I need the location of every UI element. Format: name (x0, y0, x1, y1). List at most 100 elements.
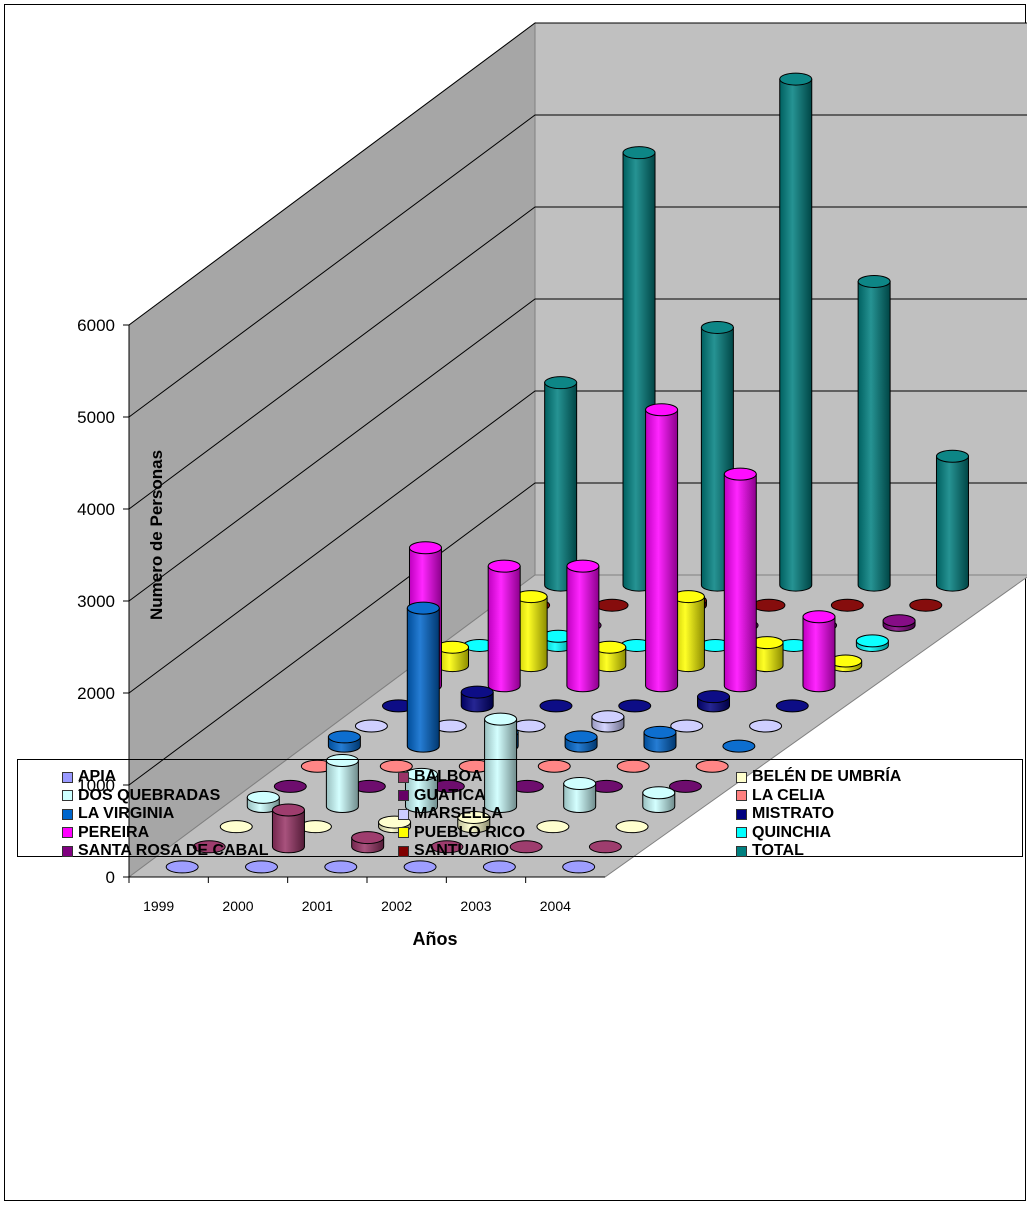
legend-item: MARSELLA (398, 805, 503, 823)
bar-total (779, 72, 813, 592)
bar-pereira (723, 467, 757, 693)
legend-label: LA CELIA (752, 786, 826, 804)
bar-top (645, 403, 679, 417)
bar-dos-quebradas (484, 712, 518, 814)
legend-label: MARSELLA (414, 805, 503, 822)
bar-top (219, 820, 253, 834)
bar-top (351, 831, 385, 845)
bar-marsella (512, 719, 546, 733)
bar-body (271, 809, 305, 854)
bar-top (324, 860, 358, 874)
legend-label: QUINCHIA (752, 823, 832, 841)
bar-top (616, 759, 650, 773)
legend-item: GUATICA (398, 787, 486, 805)
legend-label: MISTRATO (752, 805, 835, 822)
bar-top (460, 685, 494, 699)
bar-top (273, 779, 307, 793)
gridline (128, 22, 1027, 326)
bar-body (802, 616, 836, 693)
legend-swatch (62, 771, 73, 783)
bar-top (403, 860, 437, 874)
bar-santuario (752, 598, 786, 612)
bar-body (487, 565, 521, 693)
legend-label: BALBOA (414, 768, 483, 785)
bar-bel-n-de-umbr-a (536, 820, 570, 834)
bar-top (618, 699, 652, 713)
bar-body (544, 382, 578, 592)
legend-item: BALBOA (398, 768, 482, 786)
bar-apia (482, 860, 516, 874)
legend-swatch (398, 827, 409, 838)
legend-swatch (736, 808, 747, 820)
legend-item: APIA (62, 768, 116, 786)
bar-top (697, 690, 731, 704)
x-tick-label: 2002 (381, 898, 412, 914)
bar-top (327, 730, 361, 744)
legend-label: BELÉN DE UMBRÍA (752, 768, 902, 785)
x-tick-label: 1999 (143, 898, 174, 914)
legend-label: LA VIRGINIA (78, 805, 175, 822)
legend-swatch (398, 790, 409, 801)
x-axis-title: Años (413, 929, 458, 949)
chart-axes: 0 1000 2000 3000 4000 5000 6000 1999 2000 2001 200… (77, 316, 605, 914)
bar-body (406, 607, 440, 753)
legend-label: APIA (78, 768, 117, 785)
bar-top (564, 730, 598, 744)
bar-dos-quebradas (325, 754, 359, 814)
gridline (128, 206, 1027, 510)
bar-top (509, 840, 543, 854)
chart-bars (165, 72, 969, 874)
bar-top (700, 320, 734, 334)
bar-la-virginia (722, 739, 756, 753)
bar-top (487, 559, 521, 573)
bar-body (857, 280, 891, 592)
legend-swatch (62, 790, 73, 801)
bar-la-celia (695, 759, 729, 773)
bar-top (642, 786, 676, 800)
legend-item: MISTRATO (736, 805, 834, 823)
bar-mistrato (618, 699, 652, 713)
legend-item: TOTAL (736, 842, 804, 860)
bar-mistrato (775, 699, 809, 713)
y-tick-label: 5000 (77, 408, 115, 427)
legend-label: PEREIRA (78, 823, 150, 841)
y-tick-label: 6000 (77, 316, 115, 335)
bar-balboa (430, 840, 464, 854)
bar-balboa (271, 803, 305, 854)
bar-apia (165, 860, 199, 874)
bar-body (779, 78, 813, 592)
legend-swatch (62, 808, 73, 820)
bar-mistrato (460, 685, 494, 713)
legend-swatch (736, 845, 747, 857)
bar-top (408, 541, 442, 555)
bar-top (857, 274, 891, 288)
bar-top (595, 598, 629, 612)
legend-item: DOS QUEBRADAS (62, 787, 220, 805)
bar-top (563, 777, 597, 791)
bar-santuario (595, 598, 629, 612)
bar-pueblo-rico (671, 590, 705, 673)
bar-top (615, 820, 649, 834)
bar-la-virginia (406, 601, 440, 753)
bar-top (855, 634, 889, 648)
legend-swatch (736, 827, 747, 838)
bar-top (670, 719, 704, 733)
bar-pueblo-rico (750, 636, 784, 673)
bar-top (830, 598, 864, 612)
legend-label: SANTA ROSA DE CABAL (78, 842, 269, 859)
bar-total (857, 274, 891, 592)
legend-item: QUINCHIA (736, 824, 831, 842)
bar-top (695, 759, 729, 773)
bar-quinchia (855, 634, 889, 652)
legend-item: LA CELIA (736, 787, 825, 805)
bar-mistrato (697, 690, 731, 713)
bar-top (668, 779, 702, 793)
bar-pereira (645, 403, 679, 693)
gridline (128, 114, 1027, 418)
bar-balboa (351, 831, 385, 854)
bar-dos-quebradas (246, 790, 280, 814)
bar-top (406, 601, 440, 615)
legend-swatch (398, 845, 409, 857)
bar-dos-quebradas (404, 767, 438, 814)
bar-top (484, 712, 518, 726)
